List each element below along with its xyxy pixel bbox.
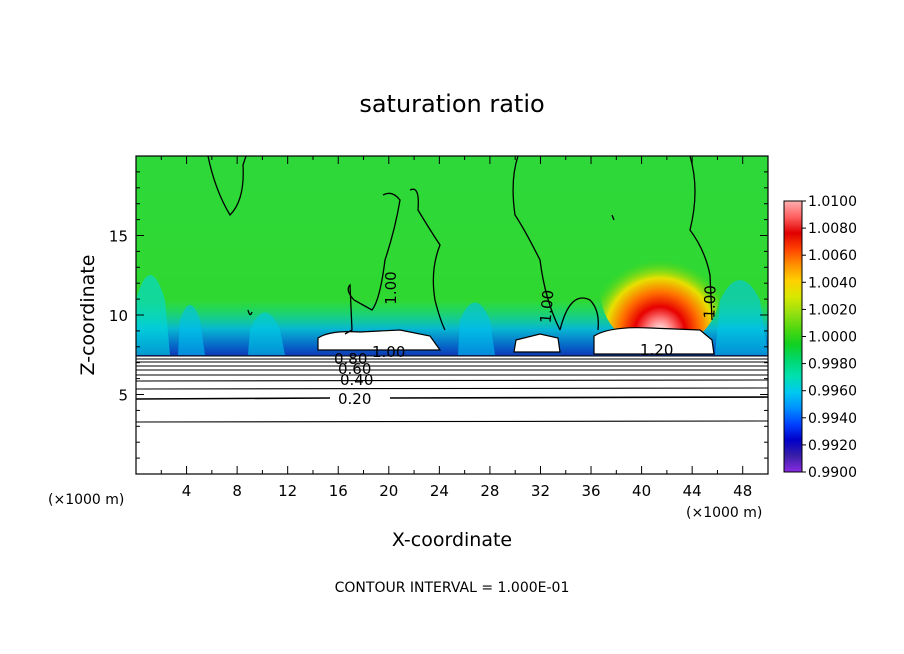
y-tick-label: 15 bbox=[109, 228, 128, 246]
contour-label: 0.60 bbox=[338, 360, 371, 378]
colorbar-label: 0.9940 bbox=[808, 411, 857, 427]
colorbar-label: 1.0000 bbox=[808, 330, 857, 346]
colorbar-label: 0.9920 bbox=[808, 438, 857, 454]
x-tick-label: 12 bbox=[278, 482, 297, 500]
colorbar-scale bbox=[783, 200, 803, 473]
x-tick-label: 36 bbox=[581, 482, 600, 500]
x-tick-label: 20 bbox=[379, 482, 398, 500]
colorbar-label: 0.9960 bbox=[808, 384, 857, 400]
y-tick-label: 5 bbox=[118, 387, 128, 405]
unity-contours bbox=[207, 156, 713, 335]
contour-label: 1.20 bbox=[640, 341, 673, 359]
x-axis: 4 8 12 16 20 24 28 32 36 40 44 48 bbox=[160, 156, 752, 500]
colorbar-label: 0.9900 bbox=[808, 465, 857, 481]
x-tick-label: 48 bbox=[733, 482, 752, 500]
chart-title: saturation ratio bbox=[359, 90, 544, 118]
x-tick-label: 28 bbox=[480, 482, 499, 500]
x-unit-right: (×1000 m) bbox=[686, 505, 762, 521]
cloud-blob-2 bbox=[513, 333, 561, 353]
colorbar-label: 1.0060 bbox=[808, 248, 857, 264]
heatmap-field bbox=[136, 156, 768, 474]
colorbar-label: 1.0080 bbox=[808, 221, 857, 237]
x-tick-label: 40 bbox=[632, 482, 651, 500]
high-saturation-plume bbox=[600, 230, 720, 350]
contour-interval-note: CONTOUR INTERVAL = 1.000E-01 bbox=[335, 580, 570, 596]
cloud-blob-3 bbox=[593, 327, 715, 355]
x-tick-label: 32 bbox=[531, 482, 550, 500]
x-unit-left: (×1000 m) bbox=[48, 492, 124, 508]
x-tick-label: 4 bbox=[182, 482, 192, 500]
contour-labels: 1.00 1.00 1.00 1.00 1.20 0.80 0.60 0.40 … bbox=[334, 271, 720, 408]
contour-label: 0.80 bbox=[334, 350, 367, 368]
x-axis-label: X-coordinate bbox=[392, 529, 512, 551]
y-axis-label: Z-coordinate bbox=[77, 255, 99, 376]
y-axis: 5 10 15 bbox=[109, 171, 768, 459]
lower-contours bbox=[136, 355, 768, 423]
colorbar: 1.0100 1.0080 1.0060 1.0040 1.0020 1.0000 0.99… bbox=[783, 194, 857, 481]
colorbar-label: 1.0100 bbox=[808, 194, 857, 210]
x-tick-label: 44 bbox=[683, 482, 702, 500]
colorbar-label: 0.9980 bbox=[808, 357, 857, 373]
contour-label: 0.40 bbox=[340, 371, 373, 389]
contour-label: 0.20 bbox=[338, 390, 371, 408]
colorbar-label: 1.0040 bbox=[808, 275, 857, 291]
x-tick-label: 24 bbox=[430, 482, 449, 500]
x-tick-label: 8 bbox=[232, 482, 242, 500]
y-tick-label: 10 bbox=[109, 307, 128, 325]
contour-label: 1.00 bbox=[372, 343, 405, 361]
colorbar-label: 1.0020 bbox=[808, 302, 857, 318]
contour-label: 1.00 bbox=[700, 285, 719, 319]
contour-label: 1.00 bbox=[382, 271, 400, 304]
contour-label: 1.00 bbox=[537, 289, 558, 324]
dry-lower-region bbox=[136, 356, 768, 474]
x-tick-label: 16 bbox=[329, 482, 348, 500]
